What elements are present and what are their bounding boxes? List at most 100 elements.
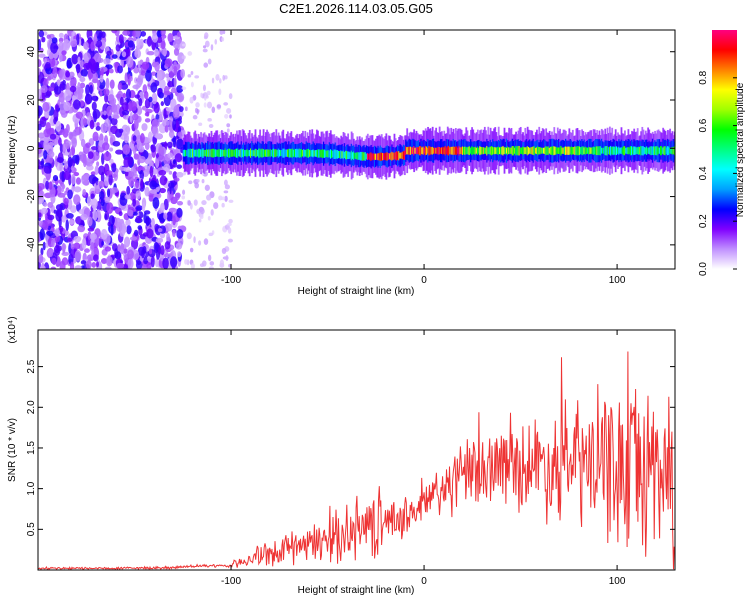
- x-tick-label: -100: [221, 576, 241, 587]
- spectrogram-cell: [224, 148, 227, 158]
- spectrogram-cell: [61, 251, 70, 257]
- spectrogram-cell: [85, 259, 92, 269]
- spectrogram-cell: [61, 243, 67, 251]
- spectrogram-cell: [372, 153, 375, 161]
- spectrogram-cell: [185, 149, 187, 157]
- spectrogram-cell: [284, 149, 287, 157]
- spectrogram-cell: [435, 147, 438, 154]
- spectrogram-cell: [160, 202, 165, 213]
- spectrogram-cell: [96, 161, 100, 167]
- spectrogram-cell: [91, 151, 100, 161]
- spectrogram-cell: [207, 149, 209, 157]
- spectrogram-cell: [464, 146, 467, 155]
- spectrogram-cell: [466, 147, 469, 155]
- spectrogram-cell: [210, 44, 214, 51]
- spectrogram-cell: [387, 152, 390, 160]
- spectrogram-cell: [419, 146, 421, 156]
- spectrogram-cell: [407, 146, 410, 155]
- spectrogram-cell: [228, 199, 234, 203]
- spectrogram-cell: [252, 149, 255, 157]
- spectrogram-cell: [57, 192, 66, 198]
- spectrogram-cell: [438, 147, 441, 155]
- colorbar-label: Normalized spectral amplitude: [735, 82, 746, 217]
- spectrogram-cell: [228, 218, 233, 224]
- spectrogram-cell: [504, 146, 507, 155]
- spectrogram-cell: [568, 146, 571, 155]
- spectrogram-cell: [595, 146, 597, 155]
- spectrogram-cell: [167, 182, 175, 189]
- spectrogram-cell: [639, 146, 641, 155]
- spectrogram-cell: [181, 86, 187, 91]
- spectrogram-cell: [54, 228, 61, 237]
- spectrogram-cell: [290, 149, 293, 158]
- spectrogram-cell: [431, 146, 434, 155]
- spectrogram-cell: [473, 147, 476, 155]
- spectrogram-cell: [349, 152, 352, 159]
- spectrogram-cell: [625, 147, 627, 154]
- spectrogram-cell: [658, 147, 661, 154]
- spectrogram-cell: [583, 147, 586, 155]
- spectrogram-cell: [511, 146, 514, 156]
- spectrogram-cell: [100, 198, 105, 207]
- spectrogram-cell: [111, 104, 118, 113]
- spectrogram-cell: [40, 247, 44, 256]
- spectrogram-cell: [163, 198, 169, 211]
- spectrogram-cell: [187, 148, 190, 158]
- spectrogram-cell: [500, 147, 502, 155]
- spectrogram-cell: [157, 246, 162, 255]
- spectrogram-cell: [421, 147, 424, 154]
- spectrogram-cell: [144, 118, 151, 123]
- spectrogram-cell: [67, 156, 73, 168]
- spectrogram-cell: [132, 249, 140, 261]
- spectrogram-cell: [133, 30, 141, 38]
- spectrogram-cell: [356, 152, 359, 160]
- spectrogram-cell: [116, 221, 123, 232]
- spectrogram-cell: [39, 228, 46, 241]
- spectrogram-cells: [38, 30, 675, 269]
- spectrogram-cell: [45, 180, 50, 190]
- spectrogram-cell: [498, 147, 501, 155]
- spectrogram-cell: [134, 144, 138, 152]
- spectrogram-cell: [48, 87, 55, 92]
- spectrogram-cell: [527, 146, 530, 155]
- spectrogram-cell: [99, 74, 104, 83]
- spectrogram-cell: [41, 36, 46, 43]
- spectrogram-cell: [610, 145, 612, 156]
- spectrogram-cell: [161, 47, 167, 56]
- spectrogram-cell: [210, 149, 213, 158]
- spectrogram-cell: [77, 225, 86, 233]
- spectrogram-cell: [342, 150, 345, 160]
- spectrogram-cell: [662, 147, 665, 154]
- spectrogram-cell: [460, 147, 463, 155]
- spectrogram-cell: [280, 150, 282, 157]
- spectrogram-cell: [266, 149, 268, 157]
- spectrogram-cell: [378, 153, 381, 161]
- spectrogram-cell: [56, 157, 65, 163]
- spectrogram-cell: [425, 146, 428, 155]
- spectrogram-cell: [413, 145, 416, 156]
- spectrogram-cell: [503, 147, 506, 155]
- spectrogram-cell: [219, 149, 222, 158]
- spectrogram-cell: [38, 59, 42, 68]
- spectrogram-cell: [75, 111, 84, 119]
- spectrogram-cell: [490, 146, 493, 156]
- spectrogram-cell: [233, 149, 236, 157]
- spectrogram-cell: [383, 153, 385, 161]
- spectrogram-cell: [449, 147, 451, 155]
- spectrogram-cell: [149, 180, 158, 190]
- spectrogram-cell: [173, 77, 177, 87]
- spectrogram-cell: [384, 153, 387, 160]
- spectrogram-cell: [55, 120, 62, 132]
- spectrogram-cell: [105, 77, 110, 90]
- spectrogram-cell: [510, 147, 513, 154]
- spectrogram-cell: [105, 255, 113, 267]
- spectrogram-cell: [70, 165, 74, 171]
- spectrogram-cell: [100, 31, 106, 39]
- spectrogram-cell: [399, 152, 402, 159]
- spectrogram-cell: [586, 147, 589, 154]
- spectrogram-cell: [122, 30, 131, 36]
- spectrogram-cell: [100, 171, 105, 184]
- spectrogram-cell: [207, 118, 212, 122]
- spectrogram-cell: [129, 75, 133, 82]
- spectrogram-cell: [190, 71, 194, 75]
